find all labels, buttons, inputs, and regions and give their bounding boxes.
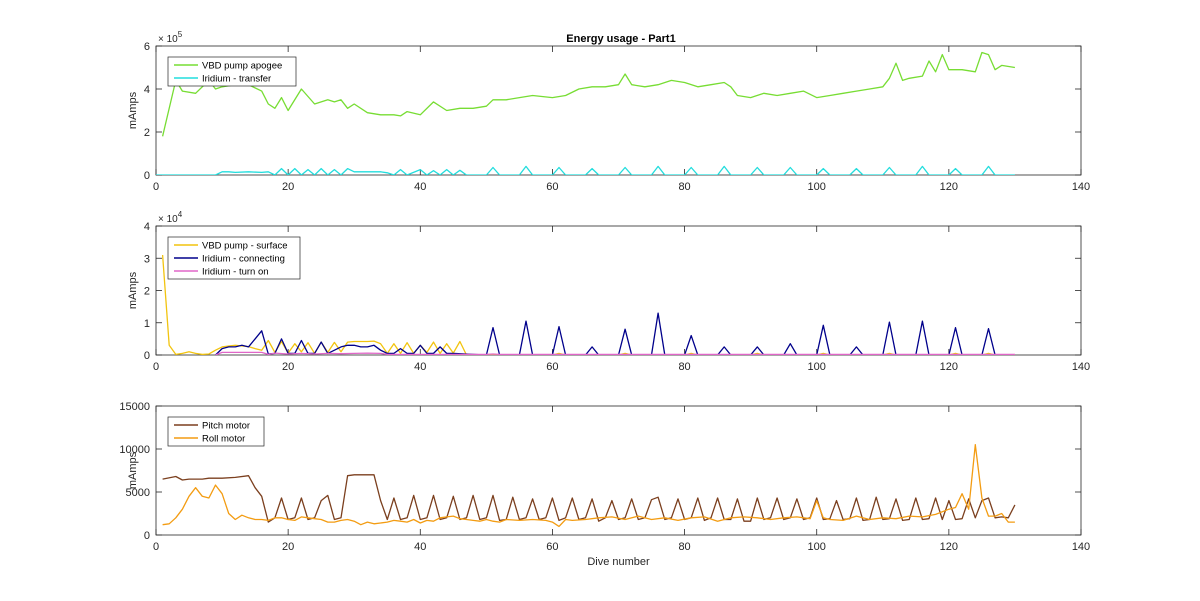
figure-title: Energy usage - Part1 — [566, 33, 675, 45]
legend-box — [167, 416, 265, 447]
x-tick-label: 60 — [546, 361, 558, 373]
legend: Pitch motor Roll motor — [167, 416, 265, 447]
subplot-3: 0 20 40 60 80 100 120 140 0 5000 10000 15000 mAmps Di… — [119, 401, 1090, 568]
x-tick-label: 80 — [678, 541, 690, 553]
y-exponent-base: × 10 — [158, 214, 178, 225]
legend-entry: Pitch motor — [202, 421, 250, 432]
x-tick-label: 120 — [940, 361, 958, 373]
x-tick-label: 120 — [940, 541, 958, 553]
x-tick-label: 60 — [546, 181, 558, 193]
x-tick-label: 100 — [808, 361, 826, 373]
legend: VBD pump - surface Iridium - connecting Ir… — [167, 236, 301, 280]
series-line-roll-motor — [162, 444, 1015, 528]
x-tick-label: 80 — [678, 181, 690, 193]
x-tick-label: 0 — [153, 181, 159, 193]
y-tick-label: 2 — [144, 127, 150, 139]
y-exponent-label: × 104 — [158, 210, 183, 225]
x-tick-label: 20 — [282, 541, 294, 553]
y-tick-label: 10000 — [119, 444, 150, 456]
x-tick-label: 80 — [678, 361, 690, 373]
x-tick-label: 20 — [282, 181, 294, 193]
x-tick-label: 60 — [546, 541, 558, 553]
y-tick-label: 0 — [144, 530, 150, 542]
plot-area — [155, 405, 1082, 536]
x-tick-label: 0 — [153, 361, 159, 373]
x-tick-label: 140 — [1072, 361, 1090, 373]
y-tick-label: 0 — [144, 350, 150, 362]
series-line-pitch-motor — [162, 474, 1016, 523]
y-exponent-label: × 105 — [158, 30, 183, 45]
y-axis-label: mAmps — [127, 91, 139, 129]
y-axis-label: mAmps — [127, 271, 139, 309]
legend-entry: Roll motor — [202, 434, 245, 445]
x-tick-label: 140 — [1072, 181, 1090, 193]
y-tick-label: 15000 — [119, 401, 150, 413]
y-tick-label: 4 — [144, 84, 150, 96]
legend-entry: Iridium - turn on — [202, 267, 269, 278]
y-axis-label: mAmps — [127, 451, 139, 489]
y-exponent-power: 4 — [178, 210, 183, 219]
legend-entry: VBD pump - surface — [202, 241, 288, 252]
y-tick-label: 2 — [144, 286, 150, 298]
legend-entry: Iridium - transfer — [202, 74, 271, 85]
x-tick-label: 40 — [414, 181, 426, 193]
y-tick-label: 4 — [144, 221, 150, 233]
y-exponent-power: 5 — [178, 30, 183, 39]
x-axis-label: Dive number — [587, 556, 650, 568]
series-line-iridium-turn-on — [215, 351, 1015, 355]
x-tick-label: 40 — [414, 541, 426, 553]
y-tick-label: 5000 — [126, 487, 150, 499]
x-tick-label: 140 — [1072, 541, 1090, 553]
x-tick-label: 120 — [940, 181, 958, 193]
legend: VBD pump apogee Iridium - transfer — [167, 56, 297, 87]
x-tick-label: 100 — [808, 541, 826, 553]
x-tick-label: 0 — [153, 541, 159, 553]
y-exponent-base: × 10 — [158, 34, 178, 45]
y-tick-label: 1 — [144, 318, 150, 330]
plot-area — [155, 225, 1082, 356]
y-tick-label: 3 — [144, 253, 150, 265]
y-tick-label: 6 — [144, 41, 150, 53]
y-tick-label: 0 — [144, 170, 150, 182]
series-line-vbd-pump-apogee — [161, 51, 1016, 137]
legend-entry: Iridium - connecting — [202, 254, 285, 265]
subplot-1: 0 20 40 60 80 100 120 140 0 2 4 6 × 105 mAmps VBD pump… — [127, 30, 1090, 193]
x-tick-label: 100 — [808, 181, 826, 193]
x-tick-label: 20 — [282, 361, 294, 373]
legend-box — [167, 56, 297, 87]
series-line-iridium-transfer — [156, 165, 1015, 175]
legend-entry: VBD pump apogee — [202, 61, 282, 72]
x-tick-label: 40 — [414, 361, 426, 373]
